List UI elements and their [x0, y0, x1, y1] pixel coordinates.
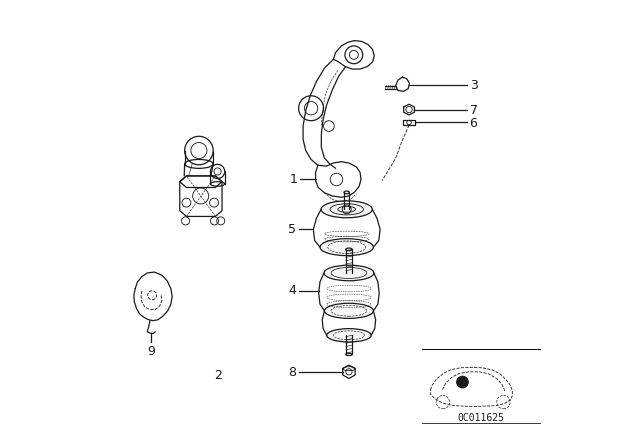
Ellipse shape [324, 303, 373, 319]
Ellipse shape [321, 201, 372, 218]
Text: 8: 8 [288, 366, 296, 379]
Text: 4: 4 [288, 284, 296, 297]
Text: 7: 7 [470, 104, 477, 117]
Ellipse shape [344, 191, 349, 194]
Text: 2: 2 [214, 369, 221, 382]
Text: 1: 1 [290, 173, 298, 186]
Circle shape [457, 376, 468, 388]
Ellipse shape [320, 239, 373, 256]
Ellipse shape [326, 329, 371, 342]
Text: 0C011625: 0C011625 [458, 413, 505, 422]
Text: 6: 6 [470, 117, 477, 130]
Text: 3: 3 [470, 79, 477, 92]
Text: 5: 5 [288, 223, 296, 236]
Text: 9: 9 [147, 345, 155, 358]
Ellipse shape [324, 265, 374, 281]
